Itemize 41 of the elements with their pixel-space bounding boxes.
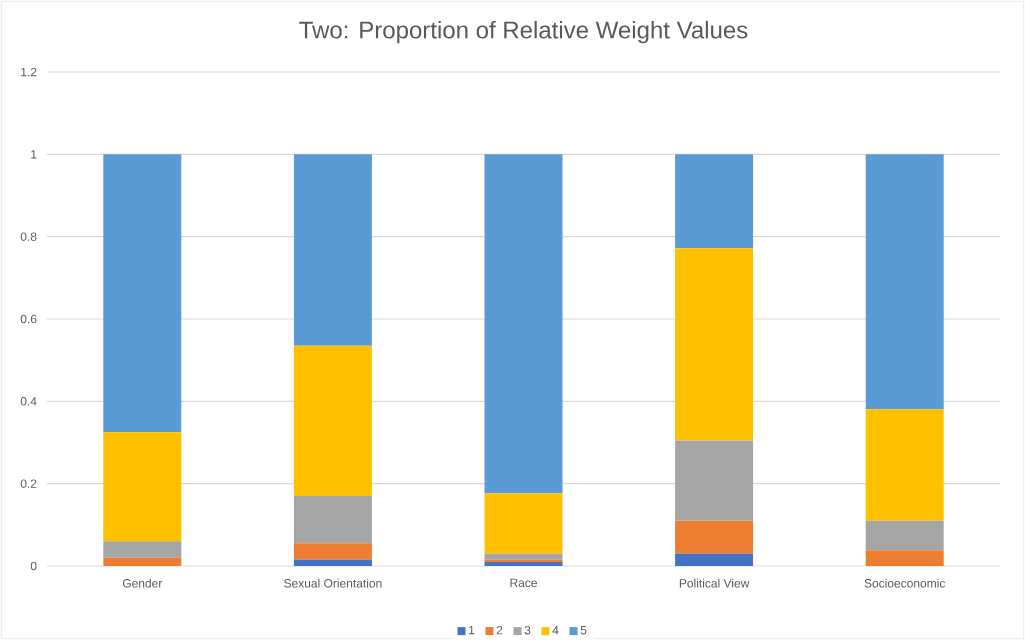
bar: [675, 440, 754, 521]
x-tick-label: Race: [510, 578, 537, 588]
bar: [675, 520, 754, 554]
bar: [675, 553, 754, 566]
y-tick-label: 0.8: [20, 232, 37, 241]
bar: [103, 541, 182, 558]
y-tick-label: 1.2: [21, 67, 37, 77]
bar: [293, 543, 372, 560]
bar: [865, 154, 944, 410]
legend-label: 3: [524, 625, 531, 635]
bar: [103, 432, 182, 542]
bar: [293, 345, 372, 497]
legend-label: 4: [552, 626, 559, 635]
bar: [675, 154, 754, 249]
legend-label: 2: [496, 625, 503, 635]
x-tick-label: Socioeconomic: [864, 578, 946, 588]
x-tick-label: Sexual Orientation: [284, 578, 382, 588]
bar: [865, 520, 944, 551]
bar: [293, 559, 372, 566]
bar: [484, 561, 563, 566]
bar: [865, 550, 944, 566]
bar: [293, 154, 372, 346]
legend-label: 5: [580, 626, 587, 635]
bar: [103, 154, 182, 433]
bar: [484, 553, 563, 560]
bar: [484, 493, 563, 554]
y-tick-label: 0: [30, 561, 37, 571]
bar: [484, 559, 563, 562]
legend-label: 1: [469, 626, 475, 635]
y-tick-label: 1: [31, 150, 37, 159]
x-tick-label: Gender: [122, 578, 163, 588]
chart-title: Two: Proportion of Relative Weight Values: [299, 20, 748, 44]
bar: [103, 557, 182, 566]
y-tick-label: 0.6: [20, 314, 37, 324]
y-tick-label: 0.2: [20, 479, 37, 488]
x-tick-label: Political View: [679, 578, 750, 588]
bar: [293, 496, 372, 544]
bar: [484, 154, 563, 494]
y-tick-label: 0.4: [20, 397, 37, 406]
bar: [675, 248, 754, 441]
bar: [865, 409, 944, 521]
